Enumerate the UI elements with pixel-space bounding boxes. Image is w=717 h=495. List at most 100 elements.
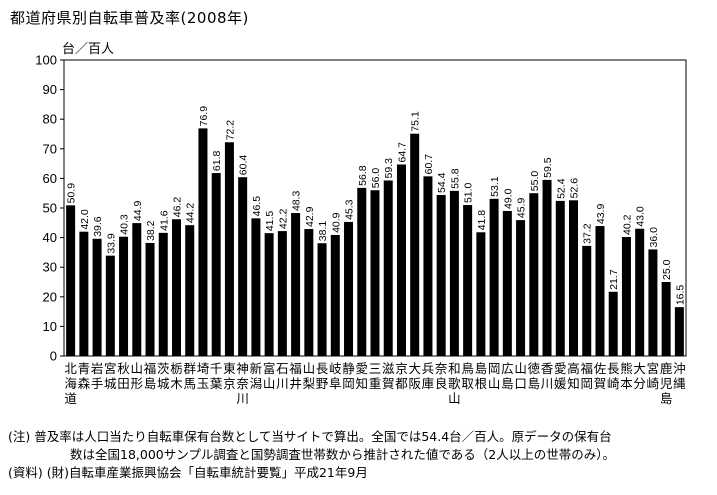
bar-value-label: 76.9 <box>198 106 210 127</box>
bar-value-label: 38.1 <box>317 221 329 242</box>
category-label: 栃木 <box>170 361 183 391</box>
category-label: 岐阜 <box>329 361 342 391</box>
category-label: 静岡 <box>342 361 355 391</box>
bar-value-label: 59.3 <box>383 158 395 179</box>
bar-value-label: 44.9 <box>132 200 144 221</box>
bar <box>238 177 248 356</box>
category-label: 新潟 <box>250 361 263 391</box>
category-label: 鹿児島 <box>660 361 673 406</box>
y-tick-label: 80 <box>43 112 57 127</box>
bar-value-label: 46.5 <box>251 196 263 217</box>
bar <box>277 231 287 356</box>
category-label: 石川 <box>276 361 289 391</box>
bar <box>555 200 565 356</box>
bar <box>357 187 367 356</box>
bar <box>502 210 512 356</box>
category-label: 埼玉 <box>197 361 210 391</box>
category-label: 愛媛 <box>554 361 567 391</box>
bar-value-label: 16.5 <box>674 285 686 306</box>
bar-value-label: 41.8 <box>476 210 488 231</box>
bar <box>224 142 234 356</box>
bar <box>211 173 221 356</box>
category-label: 神奈川 <box>236 361 249 406</box>
bar <box>436 194 446 356</box>
bar <box>396 164 406 356</box>
category-label: 大分 <box>633 361 646 391</box>
bar <box>66 205 76 356</box>
bar <box>621 237 631 356</box>
bar-value-label: 60.4 <box>238 155 250 176</box>
bar-value-label: 55.8 <box>449 168 461 189</box>
bar <box>423 176 433 356</box>
bar <box>674 307 684 356</box>
category-label: 秋田 <box>117 361 130 391</box>
bar-value-label: 39.6 <box>92 216 104 237</box>
bar <box>330 234 340 356</box>
y-tick-label: 90 <box>43 82 57 97</box>
category-label: 徳島 <box>528 361 541 391</box>
bar-value-label: 50.9 <box>66 183 78 204</box>
bar <box>635 228 645 356</box>
bar <box>370 190 380 356</box>
bar <box>185 225 195 356</box>
bar <box>542 179 552 356</box>
bar-value-label: 52.6 <box>569 178 581 199</box>
bar <box>516 220 526 356</box>
category-label: 山口 <box>514 361 527 391</box>
bar-value-label: 61.8 <box>211 150 223 171</box>
bar-value-label: 40.3 <box>119 214 131 235</box>
y-tick-label: 0 <box>50 349 57 364</box>
category-label: 岡山 <box>488 361 501 391</box>
bar <box>119 236 129 356</box>
bar <box>476 232 486 356</box>
bar <box>264 233 274 356</box>
bar <box>105 255 115 356</box>
bar-value-label: 41.6 <box>158 210 170 231</box>
category-label: 佐賀 <box>594 361 607 391</box>
bar-value-label: 37.2 <box>582 223 594 244</box>
bar-value-label: 59.5 <box>542 157 554 178</box>
category-label: 京都 <box>395 361 408 391</box>
chart-title: 都道府県別自転車普及率(2008年) <box>10 9 249 27</box>
bar-value-label: 56.0 <box>370 168 382 189</box>
bar-value-label: 56.8 <box>357 165 369 186</box>
bar-value-label: 49.0 <box>502 188 514 209</box>
bar-value-label: 43.0 <box>635 206 647 227</box>
bar <box>489 198 499 356</box>
bar <box>595 226 605 356</box>
category-label: 三重 <box>369 361 382 391</box>
bar <box>449 190 459 356</box>
note-line-1: (注) 普及率は人口当たり自転車保有台数として当サイトで算出。全国では54.4台… <box>8 429 612 444</box>
y-tick-label: 20 <box>43 289 57 304</box>
bar <box>171 219 181 356</box>
category-label: 長野 <box>316 361 329 391</box>
bar-value-label: 44.2 <box>185 203 197 224</box>
bar-value-label: 45.3 <box>344 199 356 220</box>
bar <box>198 128 208 356</box>
bar <box>648 249 658 356</box>
category-label: 沖縄 <box>673 361 686 391</box>
bar-value-label: 52.4 <box>555 178 567 199</box>
bar <box>304 229 314 356</box>
bar <box>383 180 393 356</box>
y-tick-label: 30 <box>43 260 57 275</box>
bar <box>92 238 102 356</box>
category-label: 福島 <box>144 361 157 391</box>
category-label: 熊本 <box>620 361 633 391</box>
category-label: 茨城 <box>157 361 170 391</box>
bar-value-label: 60.7 <box>423 154 435 175</box>
bar <box>344 221 354 356</box>
bar-value-label: 38.2 <box>145 220 157 241</box>
bar-value-label: 40.2 <box>621 214 633 235</box>
category-label: 青森 <box>78 361 91 391</box>
chart-notes: (注) 普及率は人口当たり自転車保有台数として当サイトで算出。全国では54.4台… <box>8 428 615 482</box>
category-label: 滋賀 <box>382 361 395 391</box>
category-label: 長崎 <box>607 361 620 391</box>
bar-value-label: 55.0 <box>529 171 541 192</box>
category-label: 福井 <box>289 361 302 391</box>
category-label: 宮城 <box>104 361 117 391</box>
y-axis-unit-label: 台／百人 <box>62 42 115 57</box>
bar <box>608 291 618 356</box>
bar <box>145 242 155 356</box>
bar-value-label: 46.2 <box>171 197 183 218</box>
